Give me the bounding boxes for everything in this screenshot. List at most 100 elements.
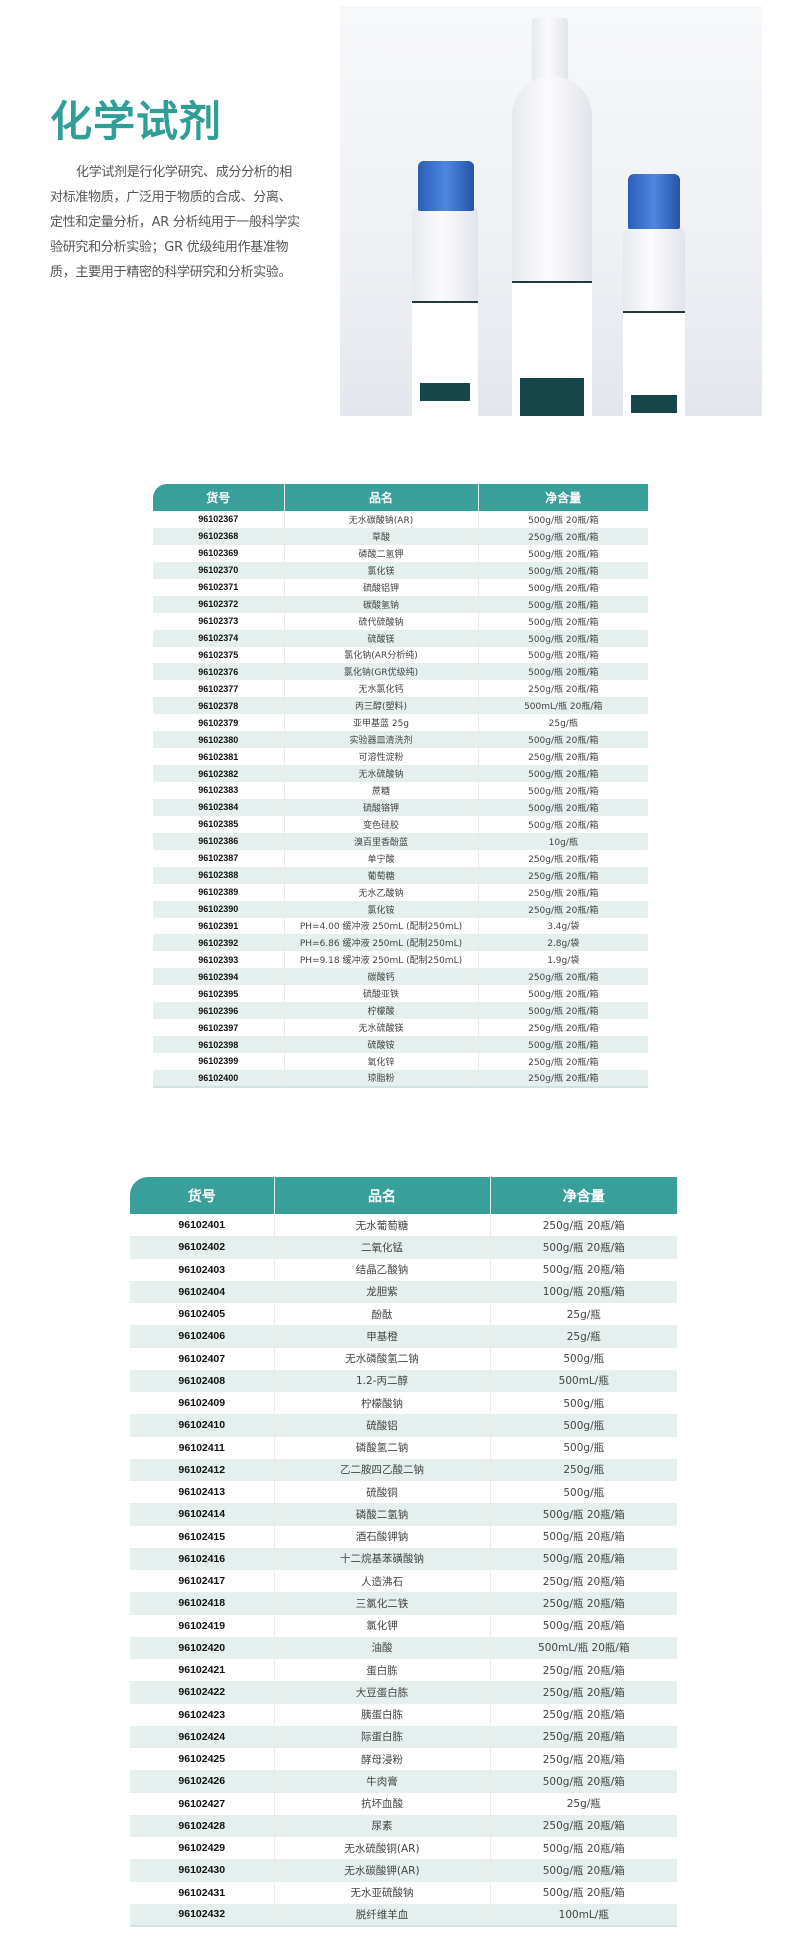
- table-row: 96102380 实验器皿清洗剂 500g/瓶 20瓶/箱: [153, 731, 648, 749]
- cell-amount: 500g/瓶 20瓶/箱: [477, 1002, 648, 1020]
- cell-code: 96102427: [178, 1797, 226, 1810]
- cell-name: 无水硫酸铜(AR): [273, 1837, 490, 1860]
- cell-name: 氯化钾: [273, 1614, 490, 1637]
- table-row: 96102418 三氯化二铁 250g/瓶 20瓶/箱: [130, 1592, 677, 1615]
- table-row: 96102414 磷酸二氢钠 500g/瓶 20瓶/箱: [130, 1503, 677, 1526]
- cell-name: 氯化铵: [283, 900, 478, 918]
- cell-code: 96102410: [130, 1414, 274, 1437]
- cell-code: 96102396: [153, 1002, 284, 1020]
- cell-amount: 500g/瓶 20瓶/箱: [477, 612, 648, 630]
- cell-name: 乙二胺四乙酸二钠: [273, 1458, 490, 1481]
- cell-amount: 500g/瓶 20瓶/箱: [477, 815, 648, 833]
- cell-amount: 500g/瓶 20瓶/箱: [477, 595, 648, 613]
- label-right: [623, 311, 685, 416]
- cell-amount: 250g/瓶 20瓶/箱: [477, 883, 648, 901]
- cell-amount: 250g/瓶 20瓶/箱: [477, 866, 648, 884]
- cell-code: 96102377: [198, 683, 239, 694]
- cell-code: 96102407: [178, 1352, 226, 1365]
- cell-name: 碳酸氢钠: [283, 595, 478, 613]
- cell-amount: 250g/瓶 20瓶/箱: [489, 1659, 677, 1682]
- cell-name: 无水氯化钙: [283, 680, 478, 698]
- cell-code: 96102402: [130, 1236, 274, 1259]
- table-row: 96102421 蛋白胨 250g/瓶 20瓶/箱: [130, 1659, 677, 1682]
- cell-name: 氧化锌: [283, 1053, 478, 1070]
- header-name: 品名: [283, 484, 478, 511]
- cell-code: 96102392: [153, 934, 284, 952]
- table-row: 96102381 可溶性淀粉 250g/瓶 20瓶/箱: [153, 748, 648, 766]
- cell-name: 溴百里香酚蓝: [283, 832, 478, 850]
- table-row: 96102425 酵母浸粉 250g/瓶 20瓶/箱: [130, 1748, 677, 1771]
- cell-amount: 500g/瓶: [489, 1436, 677, 1459]
- cell-name: 1.2-丙二醇: [273, 1369, 490, 1392]
- cell-code: 96102401: [178, 1219, 226, 1232]
- cell-code: 96102426: [130, 1770, 274, 1793]
- cell-amount: 500g/瓶 20瓶/箱: [477, 782, 648, 799]
- cell-name: 大豆蛋白胨: [273, 1681, 490, 1704]
- cell-name: 硫酸铝: [273, 1414, 490, 1437]
- cell-amount: 500g/瓶 20瓶/箱: [477, 511, 648, 528]
- cell-name: 磷酸二氢钾: [283, 544, 478, 562]
- cell-amount: 100mL/瓶: [489, 1903, 677, 1928]
- table-row: 96102410 硫酸铝 500g/瓶: [130, 1414, 677, 1437]
- cell-code: 96102403: [178, 1263, 226, 1276]
- cell-amount: 500g/瓶 20瓶/箱: [477, 663, 648, 681]
- label-left: [412, 301, 478, 416]
- table-row: 96102404 龙胆紫 100g/瓶 20瓶/箱: [130, 1280, 677, 1303]
- table-row: 96102377 无水氯化钙 250g/瓶 20瓶/箱: [153, 680, 648, 698]
- cell-code: 96102416: [130, 1547, 274, 1570]
- cell-amount: 250g/瓶 20瓶/箱: [489, 1570, 677, 1593]
- cell-amount: 100g/瓶 20瓶/箱: [489, 1280, 677, 1303]
- table-row: 96102369 磷酸二氢钾 500g/瓶 20瓶/箱: [153, 544, 648, 562]
- table-row: 96102408 1.2-丙二醇 500mL/瓶: [130, 1369, 677, 1392]
- cell-name: 抗坏血酸: [273, 1792, 490, 1815]
- cell-name: 硫酸铬钾: [283, 798, 478, 816]
- table-row: 96102402 二氧化锰 500g/瓶 20瓶/箱: [130, 1236, 677, 1259]
- cell-amount: 500g/瓶 20瓶/箱: [489, 1525, 677, 1548]
- cell-code: 96102378: [153, 697, 284, 715]
- cell-name: 三氯化二铁: [273, 1592, 490, 1615]
- cell-code: 96102413: [178, 1486, 226, 1499]
- cell-code: 96102367: [198, 514, 239, 525]
- table-row: 96102374 硫酸镁 500g/瓶 20瓶/箱: [153, 629, 648, 647]
- table-row: 96102405 酚酞 25g/瓶: [130, 1303, 677, 1326]
- cell-name: 无水碳酸钾(AR): [273, 1859, 490, 1882]
- cell-name: 无水硫酸镁: [283, 1019, 478, 1037]
- cell-code: 96102371: [198, 582, 239, 593]
- cell-name: 酵母浸粉: [273, 1748, 490, 1771]
- cell-code: 96102428: [130, 1814, 274, 1837]
- cell-code: 96102373: [198, 616, 239, 627]
- cell-code: 96102381: [198, 751, 239, 762]
- cell-name: 磷酸二氢钠: [273, 1503, 490, 1526]
- cell-code: 96102424: [130, 1725, 274, 1748]
- cell-amount: 500g/瓶 20瓶/箱: [489, 1837, 677, 1860]
- bottle-cap-right: [628, 174, 680, 229]
- cell-code: 96102399: [198, 1056, 239, 1067]
- cell-amount: 500mL/瓶 20瓶/箱: [477, 697, 648, 715]
- table-row: 96102419 氯化钾 500g/瓶 20瓶/箱: [130, 1614, 677, 1637]
- cell-code: 96102397: [198, 1022, 239, 1033]
- cell-name: 丙三醇(塑料): [283, 697, 478, 715]
- cell-code: 96102375: [198, 649, 239, 660]
- cell-name: 硫酸铜: [273, 1481, 490, 1504]
- cell-name: 油酸: [273, 1636, 490, 1659]
- cell-amount: 500g/瓶: [489, 1414, 677, 1437]
- cell-amount: 250g/瓶 20瓶/箱: [489, 1748, 677, 1771]
- cell-name: 氯化镁: [283, 561, 478, 579]
- table-row: 96102375 氯化钠(AR分析纯) 500g/瓶 20瓶/箱: [153, 646, 648, 664]
- cell-amount: 500mL/瓶 20瓶/箱: [489, 1636, 677, 1659]
- cell-amount: 500g/瓶 20瓶/箱: [477, 765, 648, 782]
- header-amount: 净含量: [477, 484, 648, 511]
- table-row: 96102395 硫酸亚铁 500g/瓶 20瓶/箱: [153, 985, 648, 1003]
- cell-code: 96102385: [198, 819, 239, 830]
- cell-code: 96102414: [130, 1503, 274, 1526]
- cell-amount: 500g/瓶 20瓶/箱: [489, 1859, 677, 1882]
- cell-name: 脱纤维羊血: [273, 1903, 490, 1928]
- cell-name: 氯化钠(GR优级纯): [283, 663, 478, 681]
- cell-code: 96102419: [178, 1619, 226, 1632]
- cell-code: 96102368: [153, 527, 284, 545]
- cell-amount: 500g/瓶 20瓶/箱: [477, 798, 648, 816]
- cell-code: 96102412: [130, 1458, 274, 1481]
- table-row: 96102392 PH=6.86 缓冲液 250mL (配制250mL) 2.8g/…: [153, 934, 648, 952]
- cell-amount: 250g/瓶 20瓶/箱: [489, 1725, 677, 1748]
- cell-code: 96102387: [198, 853, 239, 864]
